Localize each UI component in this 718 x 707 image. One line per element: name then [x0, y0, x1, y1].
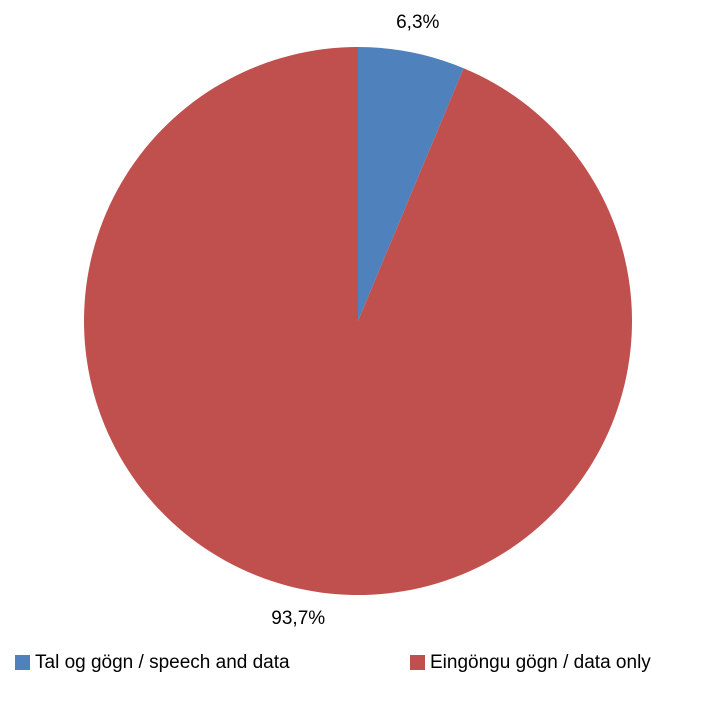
legend-label: Eingöngu gögn / data only — [430, 652, 651, 673]
data-label: 93,7% — [271, 608, 325, 629]
legend-label: Tal og gögn / speech and data — [35, 652, 290, 673]
data-label: 6,3% — [396, 12, 439, 33]
pie-slice — [83, 46, 632, 595]
legend-swatch — [15, 655, 30, 670]
pie-slice — [358, 47, 464, 321]
legend-swatch — [410, 655, 425, 670]
